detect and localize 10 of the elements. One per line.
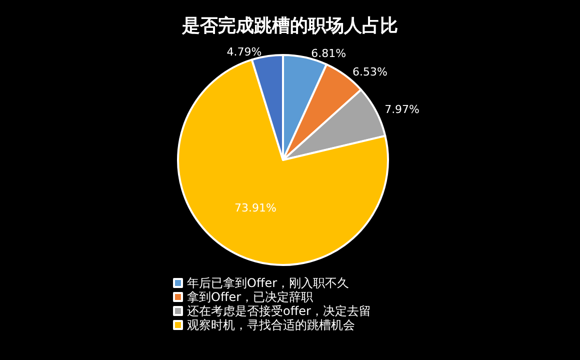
chart-title: 是否完成跳槽的职场人占比 (181, 16, 398, 36)
data-label: 4.79% (226, 46, 262, 59)
legend-label: 观察时机，寻找合适的跳槽机会 (187, 318, 355, 332)
data-label: 7.97% (384, 102, 420, 116)
legend-label: 年后已拿到Offer，刚入职不久 (187, 276, 350, 290)
data-label: 6.53% (352, 66, 388, 79)
data-label: 73.91% (234, 202, 276, 215)
data-label: 6.81% (311, 46, 346, 60)
legend-label: 还在考虑是否接受offer，决定去留 (187, 304, 371, 318)
legend-label: 拿到Offer，已决定辞职 (187, 290, 314, 304)
